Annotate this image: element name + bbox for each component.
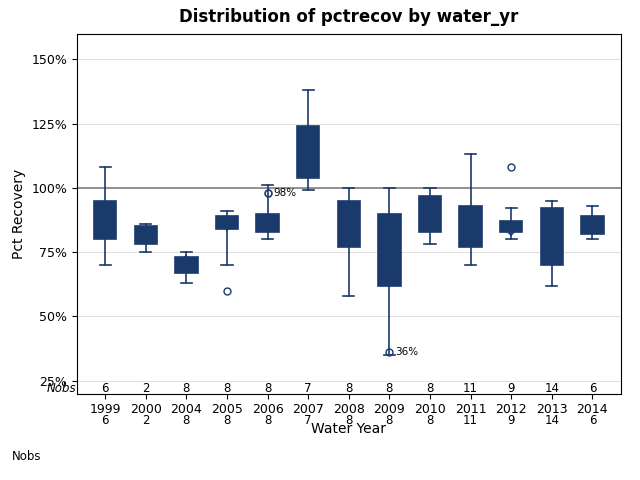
Text: 8: 8 — [426, 414, 434, 427]
Text: 7: 7 — [305, 382, 312, 395]
PathPatch shape — [581, 216, 604, 234]
Text: 14: 14 — [544, 382, 559, 395]
PathPatch shape — [378, 214, 401, 286]
Text: 8: 8 — [183, 414, 190, 427]
Text: 36%: 36% — [396, 348, 419, 358]
Text: 8: 8 — [345, 382, 353, 395]
Text: 2: 2 — [142, 382, 150, 395]
Text: 6: 6 — [589, 382, 596, 395]
Text: 98%: 98% — [274, 188, 297, 198]
Text: 6: 6 — [589, 414, 596, 427]
Text: 9: 9 — [508, 414, 515, 427]
Text: 6: 6 — [102, 382, 109, 395]
Text: 2: 2 — [142, 414, 150, 427]
PathPatch shape — [216, 216, 238, 229]
Text: 14: 14 — [544, 414, 559, 427]
Text: 8: 8 — [345, 414, 353, 427]
Text: 8: 8 — [386, 382, 393, 395]
Text: 8: 8 — [264, 414, 271, 427]
Text: 8: 8 — [426, 382, 434, 395]
Text: 9: 9 — [508, 382, 515, 395]
Text: 6: 6 — [102, 414, 109, 427]
PathPatch shape — [134, 227, 157, 244]
Text: Nobs: Nobs — [12, 450, 42, 463]
Text: 8: 8 — [223, 382, 230, 395]
Text: 8: 8 — [183, 382, 190, 395]
PathPatch shape — [419, 196, 441, 232]
PathPatch shape — [541, 208, 563, 265]
PathPatch shape — [175, 257, 198, 273]
Text: 11: 11 — [463, 414, 478, 427]
PathPatch shape — [297, 126, 319, 178]
PathPatch shape — [257, 214, 279, 232]
Text: 8: 8 — [386, 414, 393, 427]
Text: 8: 8 — [264, 382, 271, 395]
PathPatch shape — [338, 201, 360, 247]
PathPatch shape — [460, 206, 482, 247]
Text: 8: 8 — [223, 414, 230, 427]
Y-axis label: Pct Recovery: Pct Recovery — [12, 168, 26, 259]
X-axis label: Water Year: Water Year — [311, 422, 387, 436]
PathPatch shape — [500, 221, 522, 232]
PathPatch shape — [94, 201, 116, 240]
Text: Nobs: Nobs — [47, 382, 77, 395]
Text: 7: 7 — [305, 414, 312, 427]
Text: 11: 11 — [463, 382, 478, 395]
Title: Distribution of pctrecov by water_yr: Distribution of pctrecov by water_yr — [179, 9, 518, 26]
